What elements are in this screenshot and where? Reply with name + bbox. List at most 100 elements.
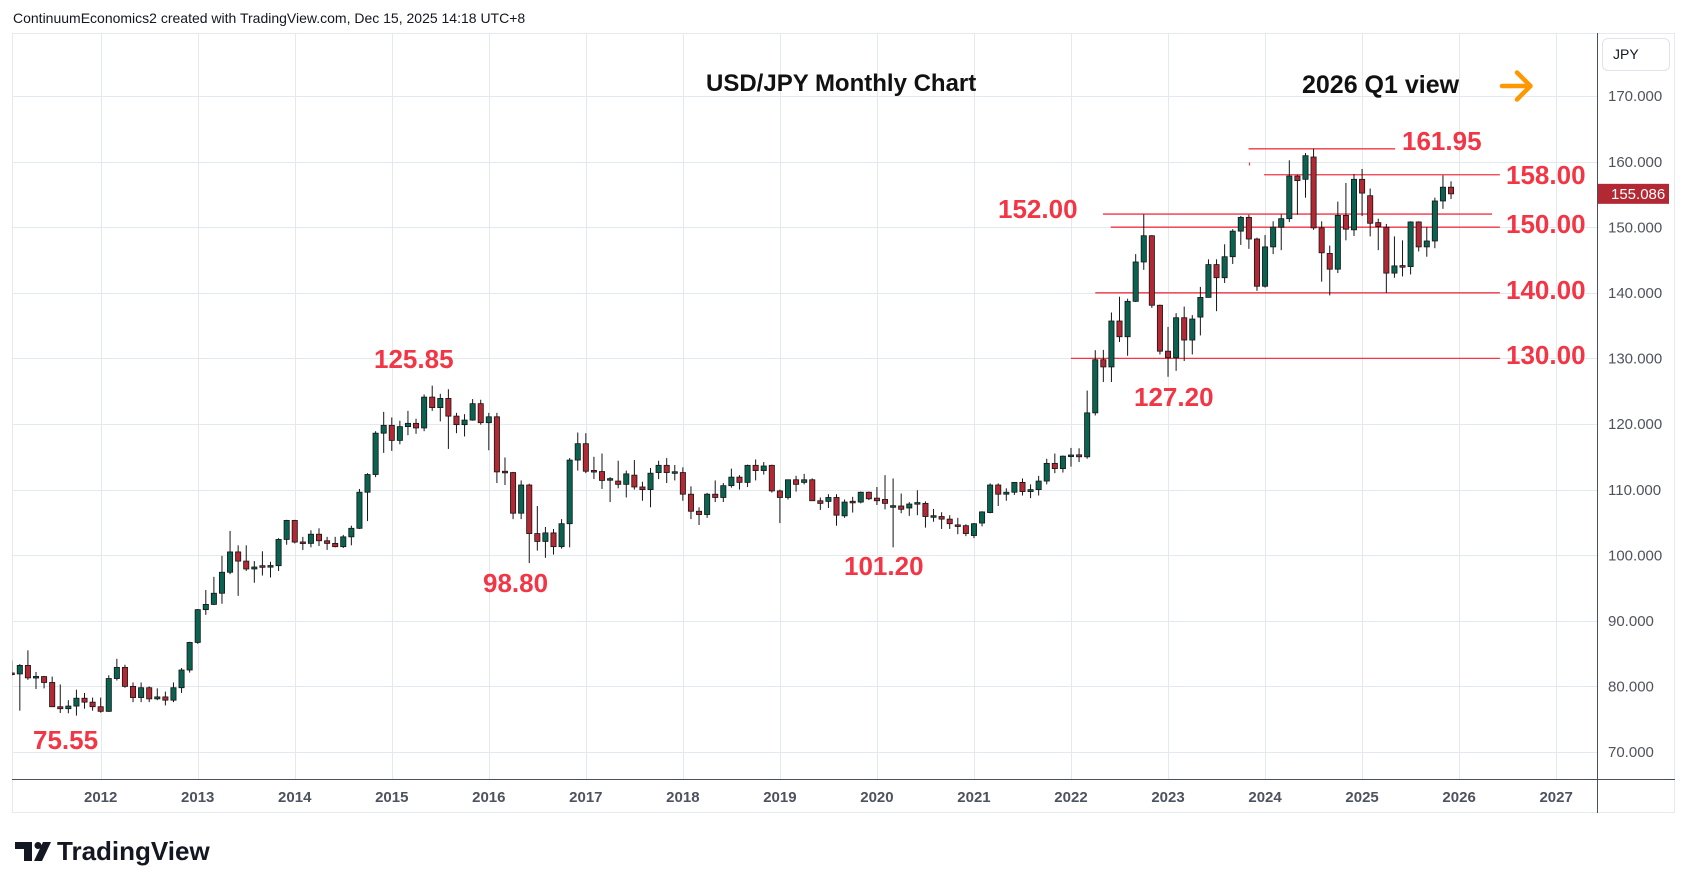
- time-axis[interactable]: 2012 2013 2014 2015 2016 2017 2018 2019 2020 2021…: [12, 779, 1675, 807]
- candle-body: [1003, 491, 1010, 495]
- candle: [1213, 259, 1220, 312]
- price-axis[interactable]: 170.000 160.000 150.000 140.000 130.000 120.0…: [1597, 33, 1670, 813]
- candle-body: [712, 493, 719, 498]
- candle: [582, 433, 589, 474]
- candle: [1415, 221, 1422, 252]
- year-tick-label: 2019: [763, 789, 796, 806]
- candle-body: [421, 396, 428, 429]
- candle: [1359, 169, 1366, 217]
- candle-body: [1326, 253, 1333, 270]
- candle: [849, 496, 856, 513]
- candle: [324, 536, 331, 550]
- candle-body: [178, 669, 185, 689]
- candle-body: [97, 706, 104, 712]
- candle: [1237, 216, 1244, 245]
- candle-body: [105, 678, 112, 712]
- candle-body: [340, 536, 347, 548]
- candle-body: [186, 642, 193, 671]
- candle: [1229, 229, 1236, 264]
- year-tick-label: 2025: [1345, 789, 1378, 806]
- price-tick-label: 140.000: [1608, 285, 1662, 302]
- candle-body: [890, 505, 897, 508]
- candle-body: [1100, 359, 1107, 368]
- year-tick-label: 2017: [569, 789, 602, 806]
- candle: [1286, 160, 1293, 222]
- candle: [283, 519, 290, 545]
- candle: [882, 475, 889, 510]
- candle-body: [251, 566, 258, 570]
- candle-body: [291, 520, 298, 543]
- candle-body: [146, 687, 153, 700]
- candle: [316, 528, 323, 547]
- candle-body: [615, 480, 622, 485]
- currency-button[interactable]: JPY: [1602, 38, 1670, 71]
- price-tick-label: 150.000: [1608, 219, 1662, 236]
- candle: [299, 536, 306, 550]
- candle: [954, 517, 961, 535]
- candle: [146, 686, 153, 703]
- candle: [348, 525, 355, 546]
- candle: [445, 389, 452, 449]
- candle: [57, 684, 64, 713]
- price-tick-label: 170.000: [1608, 88, 1662, 105]
- candle: [639, 481, 646, 501]
- candle-body: [1253, 238, 1260, 287]
- candle: [1148, 235, 1155, 308]
- candle: [81, 692, 88, 709]
- candle-body: [364, 474, 371, 493]
- candle-body: [348, 527, 355, 538]
- candle-body: [493, 416, 500, 473]
- candle: [1278, 214, 1285, 251]
- candle: [590, 456, 597, 480]
- annotation-high-2015: 125.85: [374, 344, 454, 374]
- candle: [1270, 221, 1277, 255]
- candle-body: [946, 518, 953, 525]
- candle-body: [429, 396, 436, 409]
- candle-body: [768, 464, 775, 492]
- arrow-right-icon: [1499, 70, 1533, 102]
- candle-body: [324, 540, 331, 544]
- candle: [752, 459, 759, 481]
- candle-body: [1375, 222, 1382, 227]
- candle: [372, 431, 379, 478]
- candle-body: [1221, 256, 1228, 279]
- candle: [825, 494, 832, 508]
- candle: [121, 664, 128, 688]
- candle-body: [154, 696, 161, 700]
- candle: [914, 490, 921, 516]
- candle-body: [1294, 175, 1301, 182]
- candle-body: [1237, 216, 1244, 232]
- price-tick-label: 130.000: [1608, 351, 1662, 368]
- candle: [1342, 182, 1349, 241]
- candle-body: [485, 416, 492, 424]
- candle: [938, 512, 945, 529]
- candle-body: [1415, 221, 1422, 248]
- candle: [712, 480, 719, 503]
- candle-body: [1229, 230, 1236, 258]
- candle-body: [687, 493, 694, 512]
- candle: [1140, 214, 1147, 270]
- candle-body: [113, 666, 120, 679]
- candle: [501, 457, 508, 486]
- candle: [671, 465, 678, 481]
- candle-body: [32, 676, 39, 679]
- currency-label: JPY: [1613, 46, 1639, 62]
- candle: [1351, 174, 1358, 237]
- candle: [1132, 254, 1139, 302]
- level-label-150: 150.00: [1506, 209, 1586, 239]
- candle: [493, 412, 500, 484]
- candle: [1011, 481, 1018, 495]
- year-tick-label: 2020: [860, 789, 893, 806]
- candle: [130, 682, 137, 703]
- candle-body: [582, 443, 589, 472]
- candle-body: [728, 476, 735, 487]
- candle: [1262, 235, 1269, 288]
- candle: [841, 499, 848, 518]
- candle: [170, 682, 177, 703]
- candle: [235, 545, 242, 596]
- candles: [12, 148, 1455, 716]
- candle-body: [453, 415, 460, 426]
- level-label-130: 130.00: [1506, 340, 1586, 370]
- candle-body: [1051, 462, 1058, 470]
